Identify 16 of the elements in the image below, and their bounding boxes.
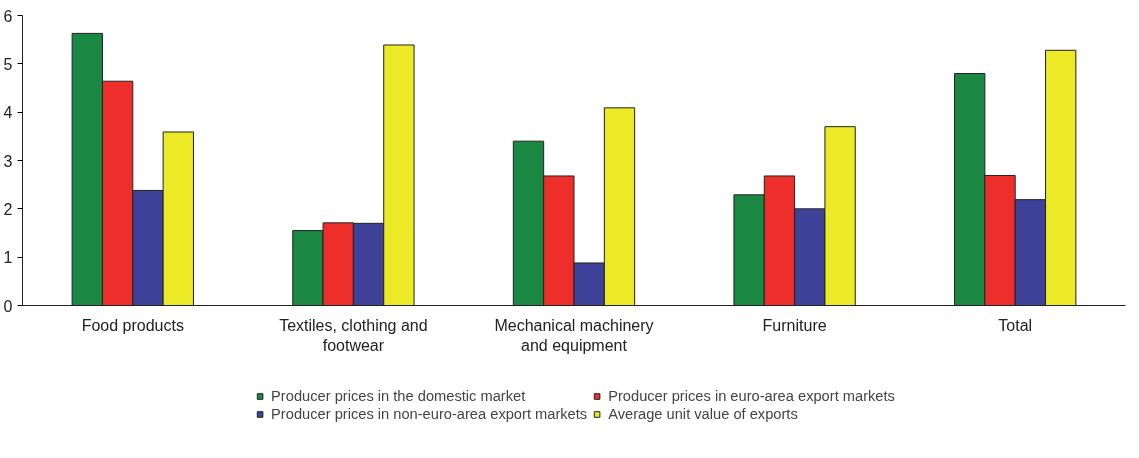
x-tick-label: Food products bbox=[81, 316, 184, 334]
x-tick-label: Textiles, clothing and footwear bbox=[279, 316, 428, 354]
y-tick-label: 1 bbox=[3, 249, 13, 267]
y-tick-label: 4 bbox=[3, 104, 13, 122]
legend-label: Producer prices in euro-area export markets bbox=[608, 388, 895, 404]
y-tick-label: 3 bbox=[3, 152, 13, 170]
y-tick-label: 5 bbox=[3, 55, 13, 73]
legend-label: Producer prices in the domestic market bbox=[271, 388, 526, 404]
legend-label: Average unit value of exports bbox=[608, 406, 798, 422]
y-tick-label: 6 bbox=[3, 7, 13, 25]
x-tick-label: Total bbox=[998, 316, 1033, 334]
x-tick-label: Furniture bbox=[762, 316, 827, 334]
x-tick-label: Mechanical machinery and equipment bbox=[494, 316, 654, 354]
y-tick-label: 2 bbox=[3, 200, 13, 218]
y-tick-label: 0 bbox=[3, 297, 13, 315]
legend-label: Producer prices in non-euro-area export markets bbox=[271, 406, 588, 422]
